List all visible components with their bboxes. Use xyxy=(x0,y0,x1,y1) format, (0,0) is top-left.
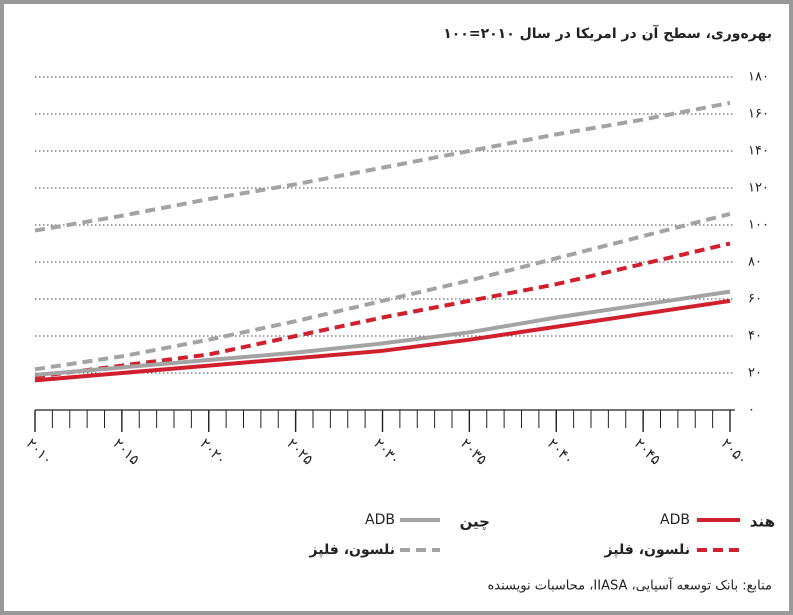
legend-label: ADB xyxy=(365,512,395,528)
y-tick-label: ۱۶۰ xyxy=(748,107,769,122)
x-tick-label: ۲۰۴۵ xyxy=(631,436,664,469)
x-tick-label: ۲۰۱۰ xyxy=(23,436,56,469)
y-tick-label: ۸۰ xyxy=(748,255,762,270)
chart-title: بهره‌وری، سطح آن در امریکا در سال ۲۰۱۰=۱… xyxy=(443,24,772,42)
series-line xyxy=(34,298,731,383)
x-tick-label: ۲۰۳۵ xyxy=(457,436,490,469)
x-tick-label: ۲۰۲۰ xyxy=(196,436,229,469)
series-line xyxy=(34,100,731,233)
y-tick-label: ۱۰۰ xyxy=(748,218,769,233)
y-tick-label: ۶۰ xyxy=(748,292,762,307)
y-tick-label: ۱۸۰ xyxy=(748,70,769,85)
y-tick-label: ۱۲۰ xyxy=(748,181,769,196)
source: منابع: بانک توسعه آسیایی، IIASA، محاسبات… xyxy=(488,577,773,594)
x-tick-label: ۲۰۳۰ xyxy=(370,436,403,469)
x-tick-label: ۲۰۵۰ xyxy=(718,436,751,469)
y-tick-label: ۰ xyxy=(748,403,755,418)
series-line xyxy=(34,211,731,372)
y-tick-label: ۲۰ xyxy=(748,366,762,381)
x-tick-label: ۲۰۱۵ xyxy=(110,436,143,469)
legend-label: نلسون، فلپز xyxy=(604,542,690,558)
legend-label: نلسون، فلپز xyxy=(309,542,395,558)
series-line xyxy=(34,289,731,377)
x-tick-label: ۲۰۲۵ xyxy=(283,436,316,469)
y-tick-label: ۴۰ xyxy=(748,329,762,344)
legend-label: ADB xyxy=(660,512,690,528)
x-tick-label: ۲۰۴۰ xyxy=(544,436,577,469)
y-tick-label: ۱۴۰ xyxy=(748,144,769,159)
series-line xyxy=(34,241,731,379)
legend-group: چین xyxy=(460,513,490,532)
legend-group: هند xyxy=(750,513,775,531)
